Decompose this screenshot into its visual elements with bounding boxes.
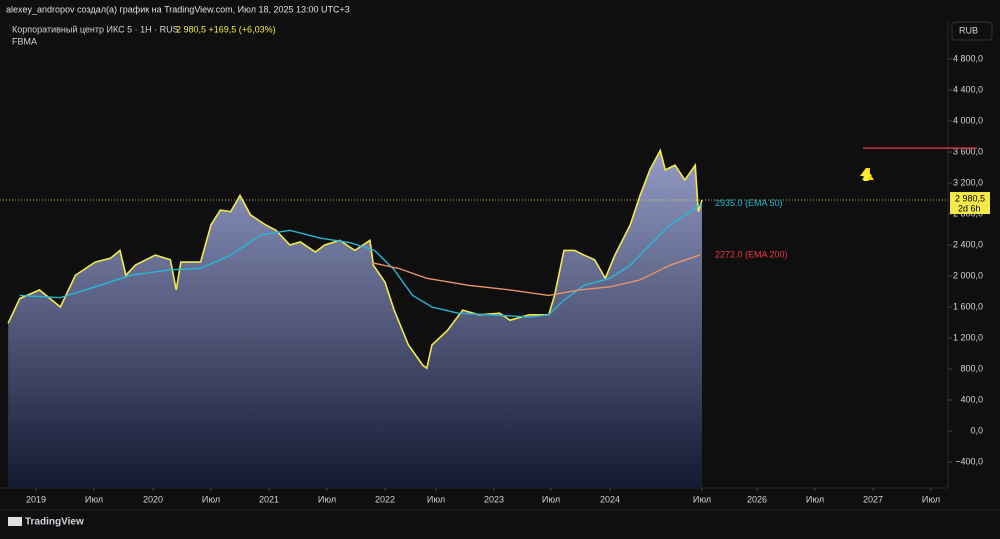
y-tick-label: 3 600,0	[953, 146, 983, 156]
x-tick-label: Июл	[693, 494, 711, 504]
y-tick-label: 4 400,0	[953, 84, 983, 94]
y-tick-label: 0,0	[970, 425, 983, 435]
x-tick-label: 2019	[26, 494, 46, 504]
logo	[8, 517, 22, 526]
series-end-label: 2935.0 (EMA 50)	[715, 198, 783, 208]
symbol: Корпоративный центр ИКС 5 · 1H · RUS	[12, 24, 179, 34]
y-tick-label: −400,0	[955, 456, 983, 466]
x-tick-label: Июл	[542, 494, 560, 504]
x-tick-label: 2021	[259, 494, 279, 504]
price-tag	[950, 192, 990, 215]
quote: 2 980,5 +169,5 (+6,03%)	[176, 24, 276, 34]
y-tick-label: 3 200,0	[953, 177, 983, 187]
y-tick-label: 1 600,0	[953, 301, 983, 311]
indicator: FBMA	[12, 36, 37, 46]
price-tag-label: 2 980,5	[955, 193, 985, 203]
y-tick-label: 400,0	[960, 394, 983, 404]
arrow-marker	[860, 168, 872, 181]
y-tick-label: 800,0	[960, 363, 983, 373]
x-tick-label: 2020	[143, 494, 163, 504]
series-line	[372, 254, 701, 297]
price-area	[8, 150, 703, 489]
x-tick-label: 2027	[863, 494, 883, 504]
x-tick-label: Июл	[806, 494, 824, 504]
series-line	[19, 202, 703, 318]
header: alexey_andropov создал(а) график на Trad…	[6, 4, 350, 14]
series-line	[7, 148, 703, 370]
y-tick-label: 2 400,0	[953, 239, 983, 249]
currency[interactable]: RUB	[959, 25, 978, 35]
x-tick-label: Июл	[318, 494, 336, 504]
currency-button[interactable]	[951, 21, 993, 41]
x-tick-label: Июл	[85, 494, 103, 504]
y-tick-label: 2 000,0	[953, 270, 983, 280]
series-end-label: 2272.0 (EMA 200)	[715, 249, 788, 259]
x-tick-label: 2022	[375, 494, 395, 504]
x-tick-label: Июл	[427, 494, 445, 504]
x-tick-label: 2024	[600, 494, 620, 504]
y-tick-label: 4 000,0	[953, 115, 983, 125]
x-tick-label: 2026	[747, 494, 767, 504]
countdown: 2d 6h	[958, 203, 981, 213]
brand: TradingView	[25, 517, 84, 528]
x-tick-label: Июл	[922, 494, 940, 504]
x-tick-label: Июл	[202, 494, 220, 504]
y-tick-label: 1 200,0	[953, 332, 983, 342]
y-tick-label: 4 800,0	[953, 53, 983, 63]
x-tick-label: 2023	[484, 494, 504, 504]
